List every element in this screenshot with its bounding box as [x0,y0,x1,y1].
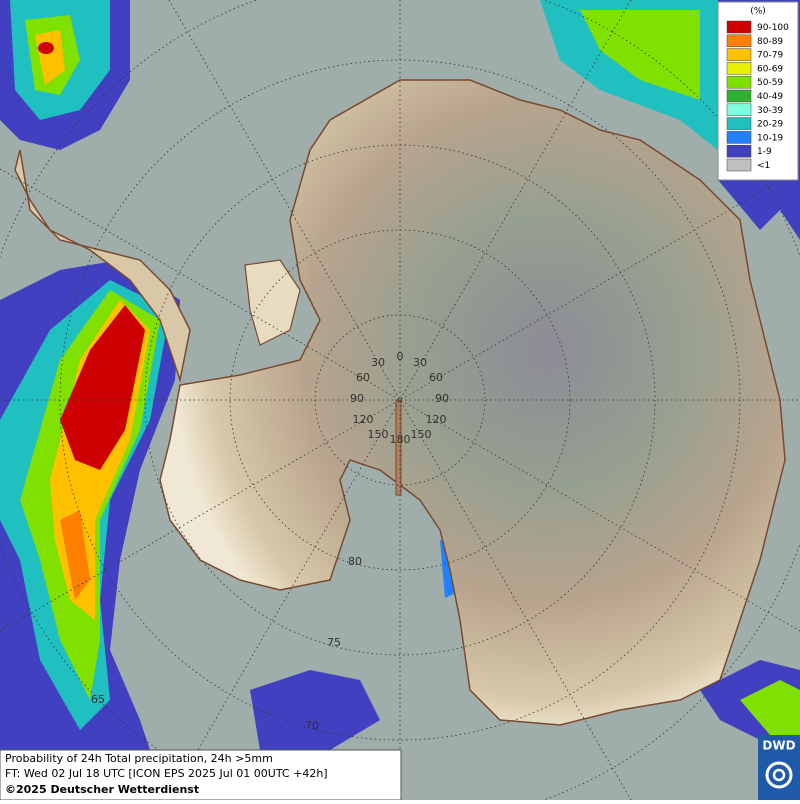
precip-area [60,305,145,470]
legend-swatch [726,34,752,48]
footer-box [0,749,402,801]
legend-title: (%) [750,7,766,17]
latitude-label: 70 [305,719,319,732]
legend: (%) 90-100 80-89 70-79 60-69 50-59 40-49 30-39… [717,1,799,181]
longitude-label: 150 [368,428,389,441]
legend-label: 50-59 [757,78,783,88]
legend-label: 20-29 [757,120,783,130]
logo-text: DWD [762,739,795,753]
longitude-label: 120 [426,413,447,426]
meridian [0,168,800,632]
ice-shelf [244,259,301,346]
latitude-label: 65 [91,693,105,706]
legend-label: 30-39 [757,106,783,116]
legend-swatch [726,62,752,75]
legend-swatch [726,158,752,172]
longitude-label: 90 [435,392,449,405]
peninsula [14,149,191,383]
logo-box [758,735,800,800]
logo-icon [772,768,786,782]
footer-line: Probability of 24h Total precipitation, … [5,752,273,765]
longitude-label: 30 [413,356,427,369]
longitude-label: 60 [356,371,370,384]
legend-swatch [726,48,752,61]
footer-copyright: ©2025 Deutscher Wetterdienst [5,783,199,796]
latitude-circle [229,229,571,571]
legend-swatch [726,89,752,103]
latitude-label: 80 [348,555,362,568]
legend-label: 60-69 [757,64,783,74]
precip-area [580,10,700,100]
pole-marker [395,399,402,496]
meridian [168,0,632,801]
precipitation [0,0,800,750]
legend-label: <1 [757,161,770,171]
legend-label: 10-19 [757,133,783,143]
legend-swatch [726,117,752,130]
legend-label: 80-89 [757,37,783,47]
footer-line: FT: Wed 02 Jul 18 UTC [ICON EPS 2025 Jul… [5,767,328,780]
continent [159,79,786,726]
precip-area [38,42,54,54]
longitude-label: 150 [411,428,432,441]
legend-swatch [726,131,752,144]
longitude-label: 90 [350,392,364,405]
precip-area [740,680,800,740]
logo-icon [765,761,793,789]
legend-label: 90-100 [757,23,789,33]
meridian [168,0,632,801]
latitude-label: 75 [327,636,341,649]
meridian [0,168,800,632]
legend-swatch [726,103,752,117]
precip-area [60,510,90,600]
legend-swatch [726,20,752,34]
legend-label: 70-79 [757,51,783,61]
legend-label: 40-49 [757,92,783,102]
longitude-label: 180 [390,433,411,446]
precip-area [250,670,380,750]
legend-swatch [726,75,752,89]
latitude-circle [144,144,656,656]
longitude-label: 0 [397,350,404,363]
longitude-label: 60 [429,371,443,384]
longitude-label: 30 [371,356,385,369]
longitude-label: 120 [353,413,374,426]
legend-label: 1-9 [757,147,772,157]
legend-swatch [726,144,752,158]
